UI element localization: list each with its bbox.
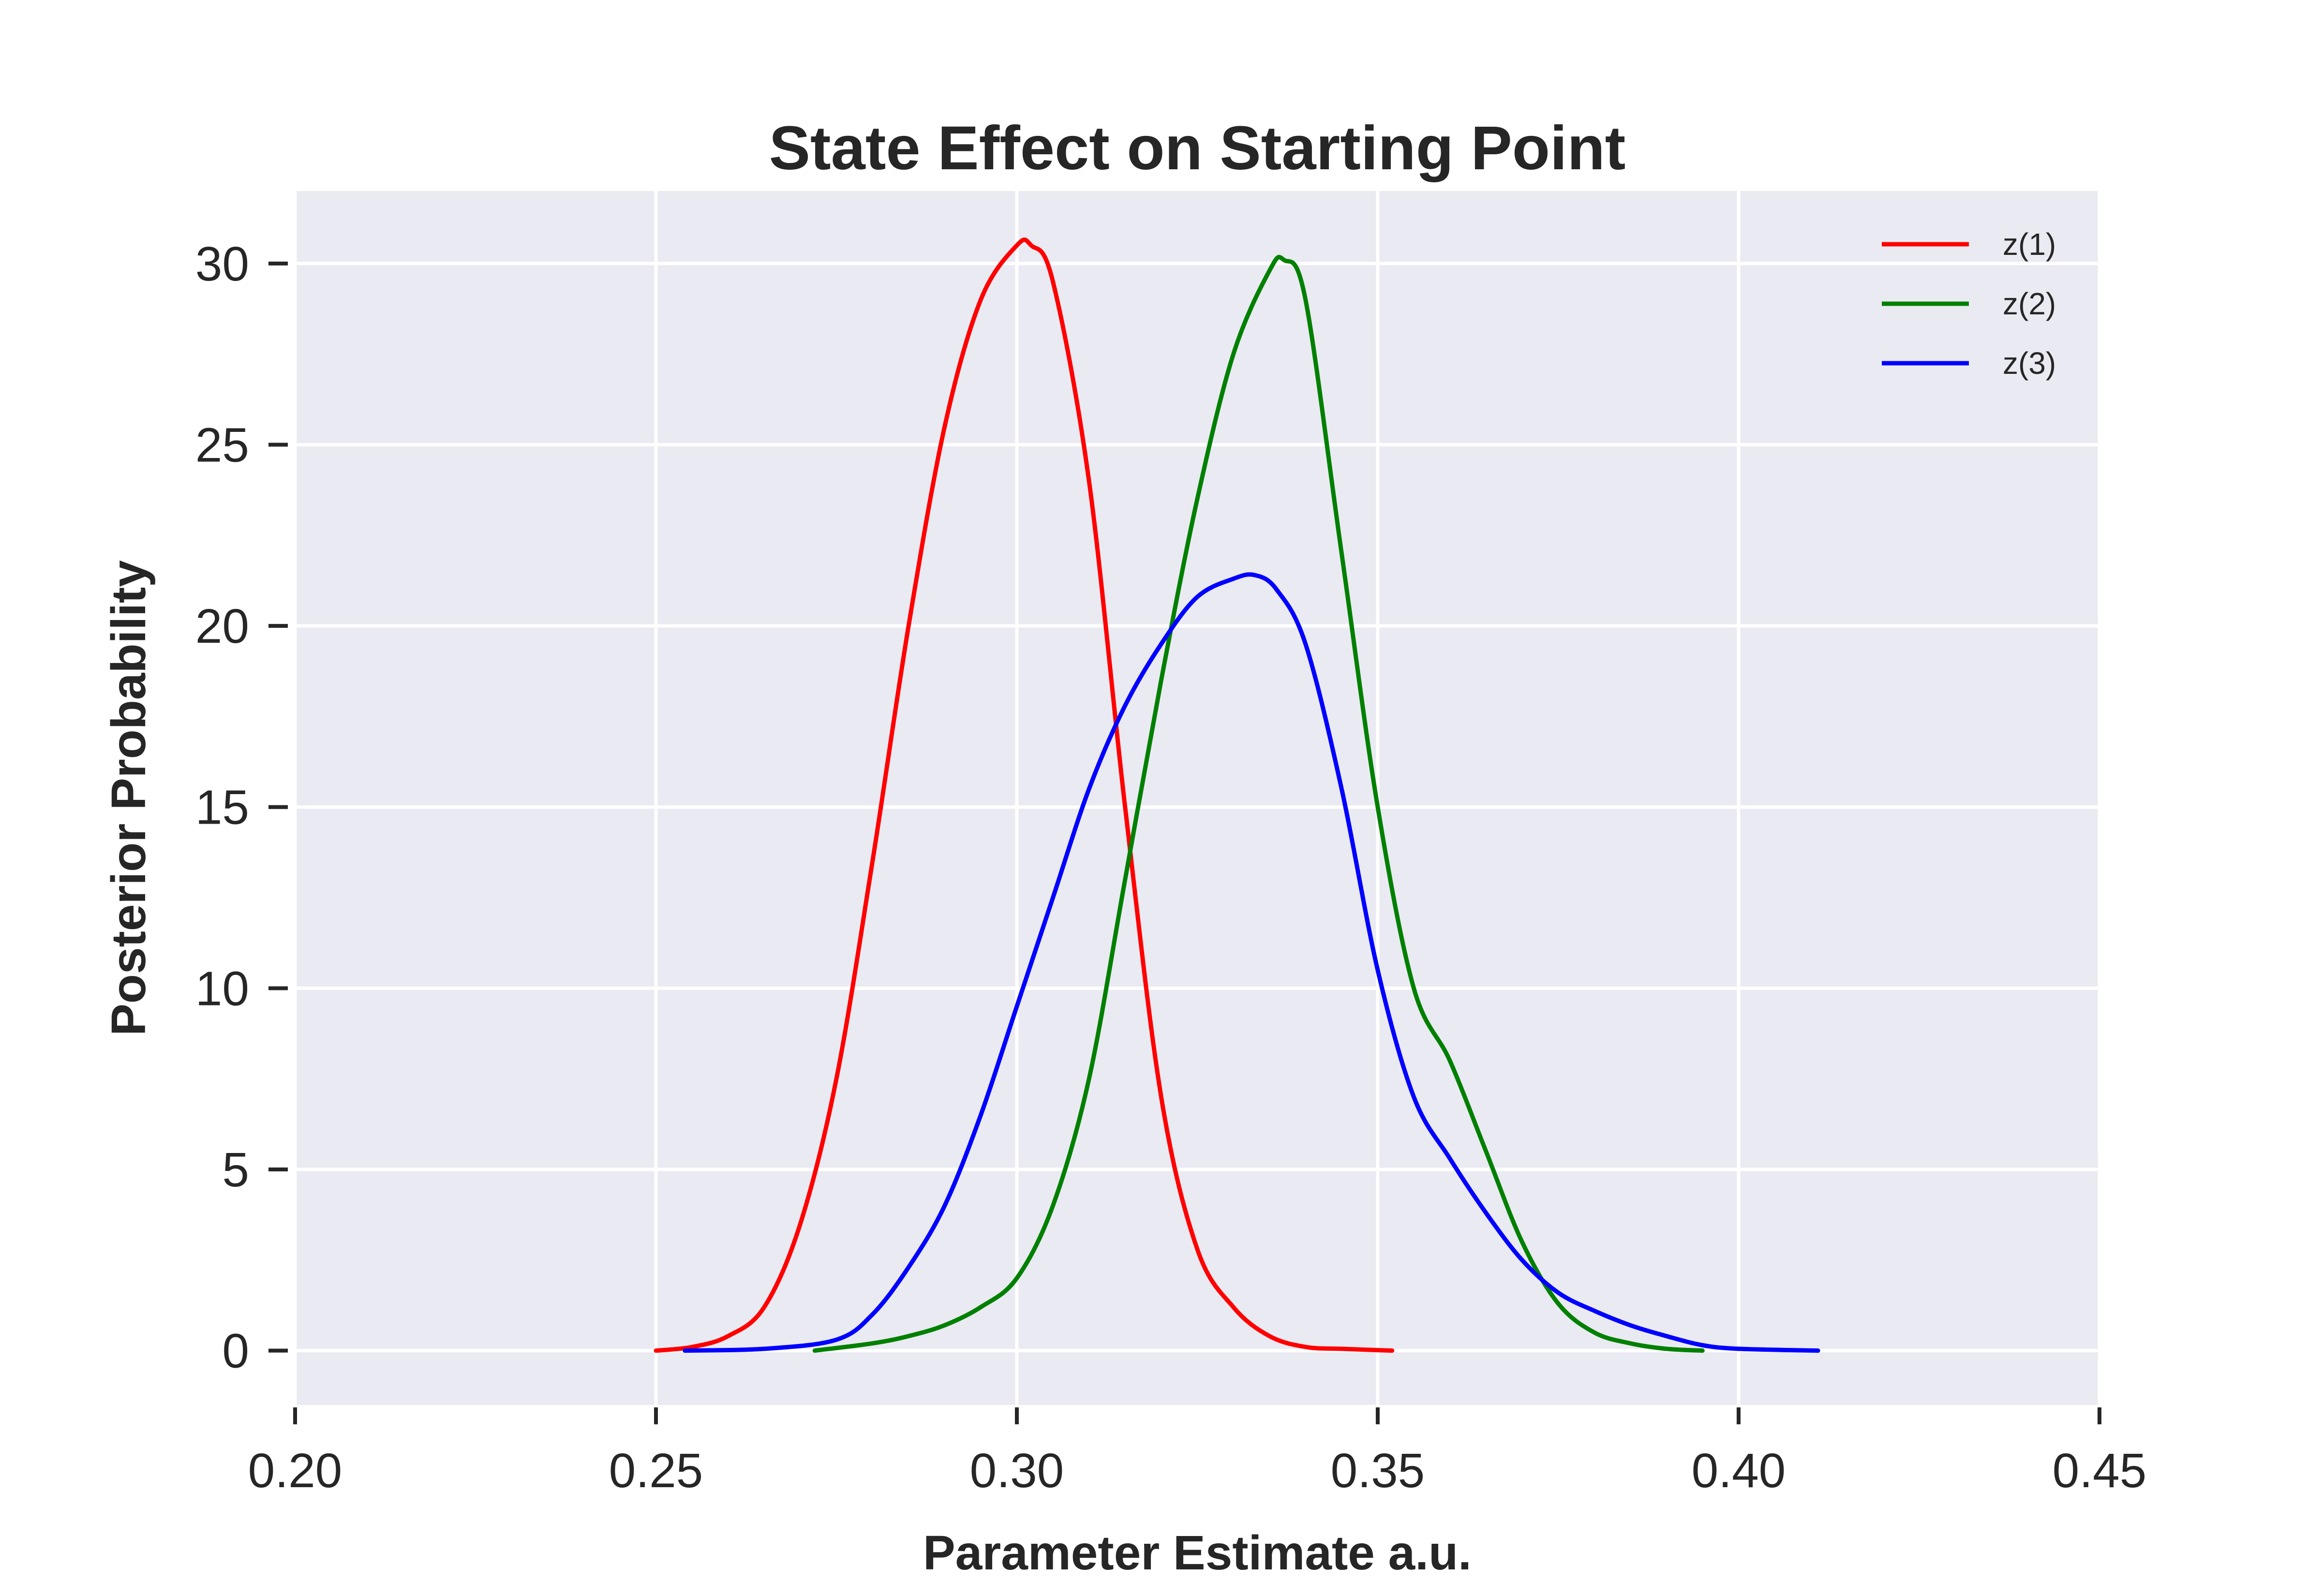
y-tick-label: 5 [222,1143,249,1197]
chart-title: State Effect on Starting Point [769,114,1626,183]
series-line-3 [683,572,1820,1353]
x-tick-label: 0.35 [1331,1444,1425,1498]
series-lines [654,237,1820,1353]
x-tick-label: 0.40 [1692,1444,1786,1498]
grid-lines [293,191,2101,1405]
y-tick-label: 25 [195,418,249,472]
y-axis-label: Posterior Probability [102,560,156,1036]
x-tick-label: 0.45 [2053,1444,2147,1498]
axis-ticks: 0.20 0.25 0.30 0.35 0.40 0.45 0 5 10 15 20 25 30 [195,237,2147,1498]
x-axis-label: Parameter Estimate a.u. [923,1526,1472,1580]
y-tick-label: 30 [195,237,249,291]
legend-label-1: z(1) [2003,227,2056,262]
x-tick-label: 0.20 [248,1444,342,1498]
y-tick-label: 10 [195,961,249,1016]
y-tick-label: 15 [195,781,249,835]
x-tick-label: 0.30 [970,1444,1064,1498]
legend: z(1) z(2) z(3) [1882,227,2056,381]
series-line-1 [654,237,1395,1353]
legend-label-2: z(2) [2003,286,2056,321]
x-tick-label: 0.25 [609,1444,703,1498]
legend-label-3: z(3) [2003,346,2056,381]
y-tick-label: 0 [222,1324,249,1378]
y-tick-label: 20 [195,599,249,653]
series-line-2 [812,255,1705,1353]
plot-area [295,191,2099,1405]
